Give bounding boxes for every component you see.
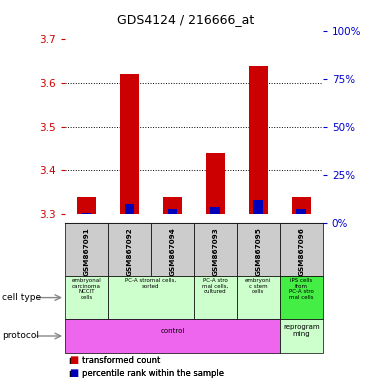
Text: GSM867094: GSM867094 bbox=[169, 227, 175, 276]
Text: ■  transformed count: ■ transformed count bbox=[69, 356, 160, 365]
Bar bbox=[82, 213, 91, 214]
Bar bbox=[194, 223, 237, 276]
Text: GSM867091: GSM867091 bbox=[83, 227, 89, 276]
Text: cell type: cell type bbox=[2, 293, 41, 302]
Bar bbox=[280, 319, 323, 353]
Bar bbox=[65, 223, 108, 276]
Bar bbox=[253, 200, 263, 214]
Text: GDS4124 / 216666_at: GDS4124 / 216666_at bbox=[117, 13, 254, 26]
Text: iPS cells
from
PC-A stro
mal cells: iPS cells from PC-A stro mal cells bbox=[289, 278, 314, 300]
Bar bbox=[292, 197, 311, 214]
Text: ■  percentile rank within the sample: ■ percentile rank within the sample bbox=[69, 369, 224, 378]
Text: control: control bbox=[160, 328, 184, 334]
Bar bbox=[280, 223, 323, 276]
Bar bbox=[249, 66, 268, 214]
Text: transformed count: transformed count bbox=[82, 356, 160, 365]
Bar bbox=[77, 197, 96, 214]
Bar bbox=[237, 276, 280, 319]
Bar bbox=[108, 276, 194, 319]
Bar bbox=[280, 276, 323, 319]
Bar bbox=[296, 209, 306, 214]
Text: embryoni
c stem
cells: embryoni c stem cells bbox=[245, 278, 272, 295]
Bar bbox=[120, 74, 139, 214]
Bar bbox=[168, 209, 177, 214]
Bar bbox=[206, 153, 225, 214]
Text: GSM867095: GSM867095 bbox=[255, 227, 261, 276]
Text: PC-A stromal cells,
sorted: PC-A stromal cells, sorted bbox=[125, 278, 177, 288]
Text: ■: ■ bbox=[69, 355, 78, 365]
Bar bbox=[194, 276, 237, 319]
Bar bbox=[237, 223, 280, 276]
Text: embryonal
carcinoma
NCCIT
cells: embryonal carcinoma NCCIT cells bbox=[72, 278, 101, 300]
Bar bbox=[210, 207, 220, 214]
Bar bbox=[65, 276, 108, 319]
Text: GSM867093: GSM867093 bbox=[212, 227, 219, 276]
Text: reprogram
ming: reprogram ming bbox=[283, 324, 319, 337]
Bar bbox=[108, 223, 151, 276]
Text: GSM867096: GSM867096 bbox=[298, 227, 304, 276]
Text: percentile rank within the sample: percentile rank within the sample bbox=[82, 369, 224, 378]
Bar bbox=[65, 319, 280, 353]
Text: protocol: protocol bbox=[2, 331, 39, 341]
Text: PC-A stro
mal cells,
cultured: PC-A stro mal cells, cultured bbox=[202, 278, 229, 295]
Text: GSM867092: GSM867092 bbox=[127, 227, 132, 276]
Bar bbox=[151, 223, 194, 276]
Bar bbox=[163, 197, 182, 214]
Bar bbox=[125, 204, 134, 214]
Text: ■: ■ bbox=[69, 368, 78, 378]
